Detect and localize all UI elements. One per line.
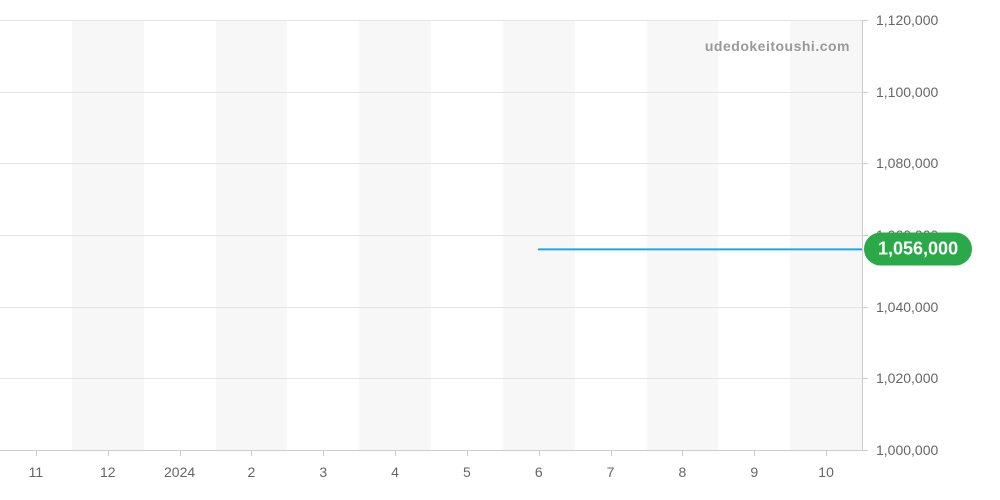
y-tick-mark (862, 450, 868, 451)
x-tick-label: 9 (750, 464, 758, 480)
x-tick-mark (395, 450, 396, 456)
series-line (0, 20, 862, 450)
x-tick-mark (754, 450, 755, 456)
x-tick-label: 4 (391, 464, 399, 480)
x-tick-mark (36, 450, 37, 456)
price-chart: 1,000,0001,020,0001,040,0001,060,0001,08… (0, 0, 1000, 500)
x-tick-label: 6 (535, 464, 543, 480)
y-tick-label: 1,040,000 (876, 299, 938, 315)
x-tick-label: 5 (463, 464, 471, 480)
plot-area (0, 20, 862, 450)
y-tick-label: 1,020,000 (876, 370, 938, 386)
x-tick-label: 7 (607, 464, 615, 480)
x-tick-label: 8 (679, 464, 687, 480)
x-tick-mark (323, 450, 324, 456)
x-axis-line (0, 450, 862, 451)
x-tick-mark (682, 450, 683, 456)
x-tick-mark (108, 450, 109, 456)
y-axis-line (862, 20, 863, 450)
y-tick-label: 1,080,000 (876, 155, 938, 171)
x-tick-mark (826, 450, 827, 456)
x-tick-label: 2 (248, 464, 256, 480)
x-tick-mark (180, 450, 181, 456)
y-tick-label: 1,000,000 (876, 442, 938, 458)
x-tick-label: 11 (29, 464, 44, 480)
x-tick-label: 3 (319, 464, 327, 480)
x-tick-label: 12 (100, 464, 116, 480)
watermark: udedokeitoushi.com (705, 38, 850, 54)
x-tick-mark (611, 450, 612, 456)
x-tick-mark (467, 450, 468, 456)
x-tick-label: 10 (818, 464, 834, 480)
y-tick-label: 1,100,000 (876, 84, 938, 100)
x-tick-label: 2024 (164, 464, 195, 480)
x-tick-mark (539, 450, 540, 456)
current-value-badge: 1,056,000 (864, 233, 972, 266)
x-tick-mark (251, 450, 252, 456)
y-tick-label: 1,120,000 (876, 12, 938, 28)
